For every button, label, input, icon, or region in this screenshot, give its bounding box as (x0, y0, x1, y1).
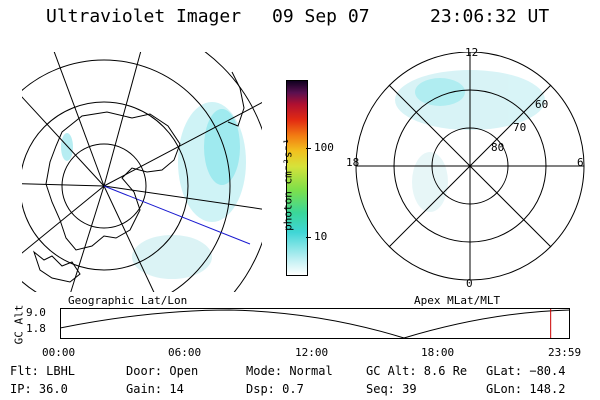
geographic-map (22, 52, 262, 292)
status-dsp: Dsp: 0.7 (246, 382, 304, 396)
color-scale (286, 80, 308, 276)
altitude-tick-1.8: 1.8 (26, 322, 46, 335)
time-tick-2359: 23:59 (548, 346, 582, 359)
colorbar-tick-mark-10 (306, 237, 311, 238)
altitude-curve (60, 309, 571, 339)
colorbar-tick-10: 10 (314, 230, 328, 243)
mlt-label-6: 6 (577, 156, 584, 169)
apex-map-label: Apex MLat/MLT (414, 294, 501, 307)
geographic-map-label: Geographic Lat/Lon (68, 294, 188, 307)
status-mode: Mode: Normal (246, 364, 333, 378)
instrument-title: Ultraviolet Imager (46, 6, 242, 27)
status-gc-alt: GC Alt: 8.6 Re (366, 364, 468, 378)
status-filter: Flt: LBHL (10, 364, 76, 378)
colorbar-tick-mark-100 (306, 148, 311, 149)
time-tick-0600: 06:00 (168, 346, 202, 359)
status-glon: GLon: 148.2 (486, 382, 566, 396)
mlt-label-18: 18 (346, 156, 360, 169)
time-tick-1800: 18:00 (421, 346, 455, 359)
aurora-emission-geo (61, 102, 246, 279)
colorbar-unit-label: photon cm⁻²s⁻¹ (281, 138, 295, 231)
altitude-tick-9: 9.0 (26, 306, 46, 319)
mlat-label-60: 60 (535, 98, 549, 111)
mlat-label-70: 70 (513, 121, 527, 134)
status-gain: Gain: 14 (126, 382, 184, 396)
apex-map (355, 52, 585, 281)
status-seq: Seq: 39 (366, 382, 417, 396)
time-tick-1200: 12:00 (295, 346, 329, 359)
mlt-label-0: 0 (466, 277, 473, 290)
coastline (45, 111, 181, 251)
colorbar-tick-100: 100 (314, 141, 334, 154)
altitude-plot (60, 308, 571, 339)
status-glat: GLat: −80.4 (486, 364, 566, 378)
color-scale-gradient (286, 80, 308, 276)
date-label: 09 Sep 07 (272, 6, 370, 27)
mlt-label-12: 12 (465, 46, 479, 59)
altitude-axis-label: GC Alt (12, 304, 26, 345)
status-door: Door: Open (126, 364, 199, 378)
mlat-label-80: 80 (491, 141, 505, 154)
time-label: 23:06:32 UT (430, 6, 550, 27)
status-ip: IP: 36.0 (10, 382, 68, 396)
time-tick-0000: 00:00 (42, 346, 76, 359)
terminator-line (103, 185, 251, 245)
